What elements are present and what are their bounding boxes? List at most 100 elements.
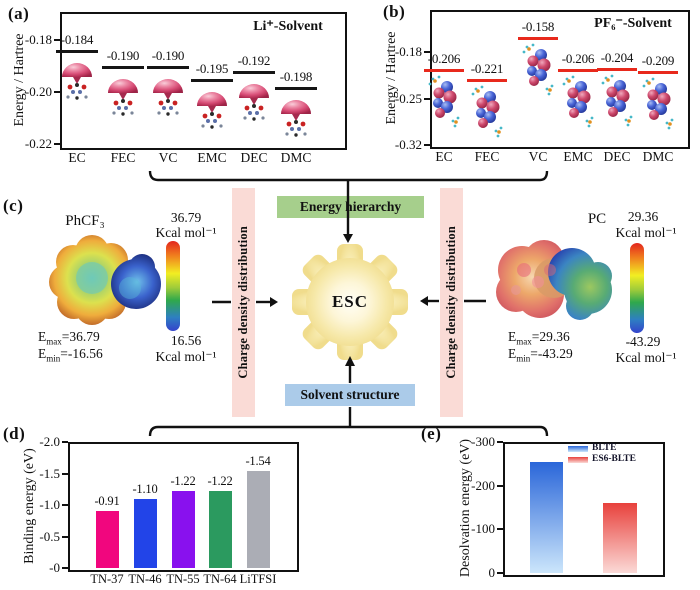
y-tick-label: -100 — [471, 521, 495, 537]
y-tick-mark — [62, 504, 68, 506]
value-label: -0.195 — [195, 61, 229, 76]
pf6-solvent-orbital-icon — [428, 75, 460, 128]
phcf3-colorbar — [166, 241, 180, 331]
y-tick-label: -0.25 — [394, 91, 422, 106]
y-tick-mark — [62, 441, 68, 443]
category-label: DMC — [280, 150, 312, 165]
lithium-solvent-complex-icon — [108, 79, 138, 116]
panel-b-ylabel: Energy / Hartree — [384, 31, 399, 125]
bar — [95, 511, 119, 568]
phcf3-colorbar-unit-top: Kcal mol⁻¹ — [155, 225, 217, 240]
value-label: -1.22 — [170, 474, 196, 488]
lithium-solvent-complex-icon — [62, 63, 92, 100]
y-tick-mark — [424, 144, 430, 146]
level-line — [597, 68, 637, 71]
y-tick-mark — [497, 484, 503, 487]
e-symbol: E — [38, 346, 47, 361]
value-label: -0.221 — [470, 61, 504, 76]
y-tick-mark — [497, 572, 503, 574]
panel-e-ylabel: Desolvation energy (eV) — [458, 438, 473, 578]
pc-esp-map-icon — [496, 240, 612, 320]
value-label: -0.190 — [151, 48, 185, 63]
panel-e-legend: BLTE ES6-BLTE — [568, 443, 636, 466]
emin-value: =-43.29 — [530, 346, 573, 361]
arrowhead-right — [270, 297, 278, 307]
emax-value: =29.36 — [531, 329, 570, 344]
category-label: DMC — [642, 149, 674, 164]
y-tick-label: -0.20 — [24, 84, 52, 99]
top-bracket — [148, 170, 549, 182]
phcf3-colorbar-unit-bottom: Kcal mol⁻¹ — [155, 349, 217, 364]
pc-colorbar — [630, 243, 644, 333]
value-label: -0.206 — [427, 51, 461, 66]
panel-b-label: (b) — [383, 2, 406, 21]
y-tick-label: -0.22 — [24, 136, 52, 151]
pc-colorbar-unit-bottom: Kcal mol⁻¹ — [615, 350, 677, 365]
y-tick-mark — [62, 472, 68, 475]
level-line — [233, 71, 275, 74]
solvent-structure-box: Solvent structure — [285, 384, 415, 406]
value-label: -0.192 — [237, 53, 271, 68]
e-symbol: E — [508, 346, 517, 361]
level-line — [638, 71, 678, 74]
emax-value: =36.79 — [61, 329, 100, 344]
phcf3-colorbar-max: 36.79 — [170, 210, 202, 225]
category-label: TN-37 — [90, 572, 124, 586]
phcf3-emax: Emax=36.79 — [38, 329, 100, 347]
level-line — [558, 69, 598, 72]
y-tick-mark — [424, 98, 430, 100]
category-label: EC — [68, 150, 86, 165]
value-label: -0.206 — [561, 51, 595, 66]
y-tick-mark — [54, 91, 60, 93]
category-label: VC — [528, 149, 548, 164]
y-tick-label: -0.18 — [24, 32, 52, 47]
level-line — [102, 66, 144, 69]
category-label: DEC — [240, 150, 268, 165]
level-line — [191, 79, 233, 82]
panel-a-ylabel: Energy / Hartree — [12, 33, 27, 127]
y-tick-label: -1.0 — [39, 497, 60, 512]
category-label: EMC — [563, 149, 593, 164]
bar — [603, 503, 637, 573]
pf6-solvent-orbital-icon — [522, 43, 554, 96]
legend-swatch — [568, 445, 588, 452]
y-tick-label: -0.5 — [39, 528, 60, 544]
pf6-solvent-orbital-icon — [601, 74, 633, 127]
pc-colorbar-max: 29.36 — [627, 209, 659, 224]
value-label: -1.10 — [132, 482, 158, 496]
category-label: VC — [158, 150, 178, 165]
phcf3-colorbar-min: 16.56 — [170, 333, 202, 348]
panel-a-title: Li⁺-Solvent — [253, 19, 323, 34]
bar — [246, 471, 270, 568]
pc-name: PC — [587, 211, 607, 227]
category-label: TN-46 — [128, 572, 162, 586]
lithium-solvent-complex-icon — [197, 92, 227, 129]
category-label: TN-64 — [203, 572, 237, 586]
charge-density-label: Charge density distribution — [444, 226, 458, 379]
value-label: -0.91 — [94, 494, 120, 508]
charge-density-box-left: Charge density distribution — [232, 188, 255, 417]
level-line — [424, 69, 464, 72]
category-label: EC — [435, 149, 453, 164]
charge-density-box-right: Charge density distribution — [440, 188, 463, 417]
y-tick-label: -0.32 — [394, 137, 422, 152]
max-subscript: max — [516, 336, 532, 347]
emin-value: =-16.56 — [60, 346, 103, 361]
arrowhead-left — [420, 296, 428, 306]
phcf3-esp-map-icon — [49, 235, 161, 325]
legend-item: ES6-BLTE — [568, 454, 636, 464]
category-label: LiTFSI — [239, 572, 277, 586]
phcf3-name: PhCF₃ — [65, 213, 105, 229]
lithium-solvent-complex-icon — [239, 84, 269, 121]
y-tick-label: 0 — [488, 565, 496, 580]
y-tick-mark — [497, 528, 503, 531]
bar — [208, 491, 232, 568]
category-label: FEC — [110, 150, 136, 165]
panel-b-title: PF₆⁻-Solvent — [594, 16, 672, 31]
level-line — [275, 87, 317, 90]
category-label: FEC — [474, 149, 500, 164]
panel-e-label: (e) — [421, 424, 442, 443]
level-line — [147, 66, 189, 69]
y-tick-label: -2.0 — [39, 434, 60, 449]
